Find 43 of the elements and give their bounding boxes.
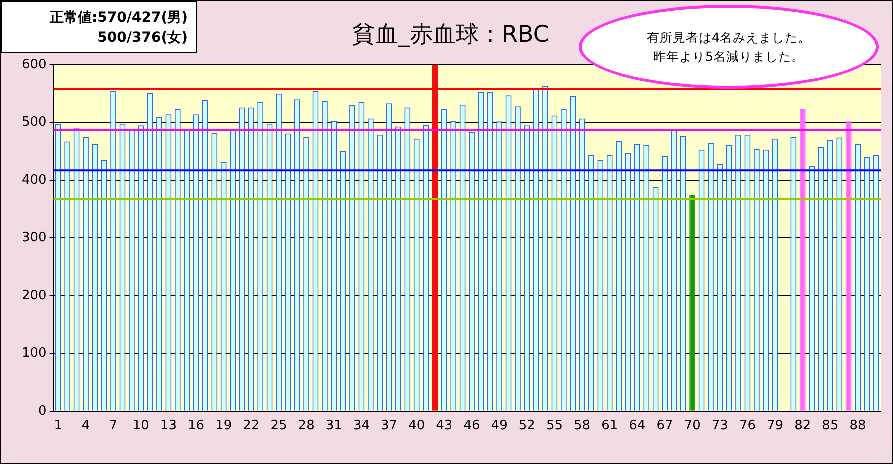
- x-tick-label: 37: [381, 418, 398, 434]
- y-tick-label: 500: [22, 115, 47, 130]
- x-tick-label: 28: [298, 418, 315, 434]
- x-tick-label: 52: [518, 418, 536, 434]
- chart-title: 貧血_赤血球：RBC: [352, 21, 550, 50]
- x-tick-label: 43: [436, 418, 453, 434]
- note-box: 正常値:570/427(男) 500/376(女): [1, 1, 197, 53]
- x-tick-label: 34: [353, 418, 370, 434]
- x-tick-label: 58: [574, 418, 591, 434]
- x-tick-label: 19: [216, 418, 232, 434]
- x-tick-label: 40: [408, 418, 426, 434]
- x-tick-label: 76: [739, 418, 756, 434]
- bar: [800, 109, 806, 411]
- bar: [690, 195, 696, 411]
- x-tick-label: 7: [109, 418, 118, 434]
- x-tick-label: 31: [326, 418, 342, 434]
- bar: [846, 122, 852, 411]
- speech-ellipse: 有所見者は4名みえました。 昨年より5名減りました。: [579, 5, 879, 89]
- x-tick-label: 49: [491, 418, 508, 434]
- x-tick-label: 55: [546, 418, 563, 434]
- x-tick-label: 22: [243, 418, 260, 434]
- x-tick-label: 82: [794, 418, 812, 434]
- x-tick-label: 61: [602, 418, 618, 434]
- y-tick-label: 400: [22, 172, 47, 188]
- x-tick-label: 67: [656, 418, 674, 434]
- y-tick-label: 100: [22, 346, 47, 362]
- y-tick-label: 0: [38, 404, 47, 419]
- x-tick-label: 10: [132, 418, 150, 434]
- x-tick-label: 25: [270, 418, 288, 434]
- x-tick-label: 1: [54, 418, 63, 434]
- x-tick-label: 70: [684, 418, 701, 434]
- y-tick-label: 600: [22, 57, 47, 72]
- y-tick-label: 200: [22, 288, 47, 304]
- x-tick-label: 16: [188, 418, 205, 434]
- x-tick-label: 85: [822, 418, 839, 434]
- y-tick-label: 300: [22, 230, 47, 246]
- x-tick-label: 79: [767, 418, 784, 434]
- x-tick-label: 13: [160, 418, 177, 434]
- x-tick-label: 46: [464, 418, 480, 434]
- x-tick-label: 73: [712, 418, 728, 434]
- x-tick-label: 88: [850, 418, 866, 434]
- x-tick-label: 4: [82, 418, 90, 434]
- x-tick-label: 64: [629, 418, 646, 434]
